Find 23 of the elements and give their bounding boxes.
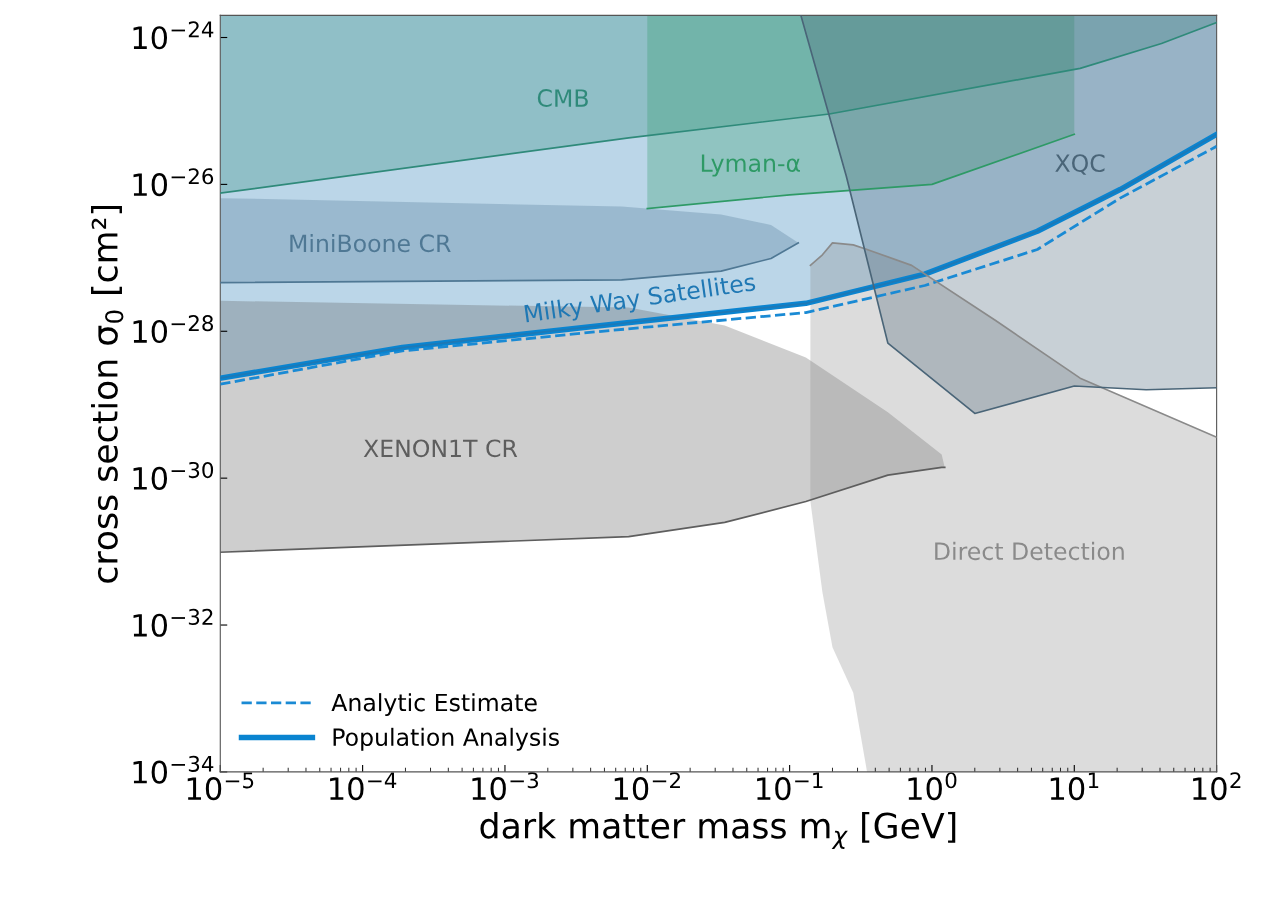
text: Direct Detection xyxy=(935,541,1124,561)
x-tick-label: 10$^{−2}$ xyxy=(614,772,680,801)
y-axis-title: cross section σ$_{0}$ [cm²] xyxy=(91,205,124,583)
text: XQC xyxy=(1055,154,1105,175)
series-label: MiniBoone CR xyxy=(290,233,451,253)
x-tick-label: 10$^{0}$ xyxy=(908,772,957,801)
y-tick-label: 10$^{−32}$ xyxy=(133,608,213,637)
x-tick-label: 10$^{2}$ xyxy=(1193,772,1241,801)
series-label: Lyman-α xyxy=(701,154,800,177)
text: XENON1T CR xyxy=(363,439,518,458)
x-tick-label: 10$^{−4}$ xyxy=(330,772,397,801)
y-tick-label: 10$^{−26}$ xyxy=(133,168,214,197)
legend-label: Population Analysis xyxy=(333,727,559,751)
y-tick-label: 10$^{−24}$ xyxy=(133,21,214,50)
x-tick-label: 10$^{1}$ xyxy=(1050,772,1099,801)
legend-label: Analytic Estimate xyxy=(331,693,537,717)
x-tick-label: 10$^{−3}$ xyxy=(472,772,539,801)
series-label: CMB xyxy=(537,89,588,107)
x-axis-title: dark matter mass m$_{χ}$ [GeV] xyxy=(480,811,956,850)
text: Milky Way Satellites xyxy=(524,272,757,328)
y-tick-label: 10$^{−30}$ xyxy=(133,461,214,490)
x-tick-label: 10$^{−1}$ xyxy=(757,772,823,801)
y-tick-label: 10$^{−28}$ xyxy=(133,315,214,344)
